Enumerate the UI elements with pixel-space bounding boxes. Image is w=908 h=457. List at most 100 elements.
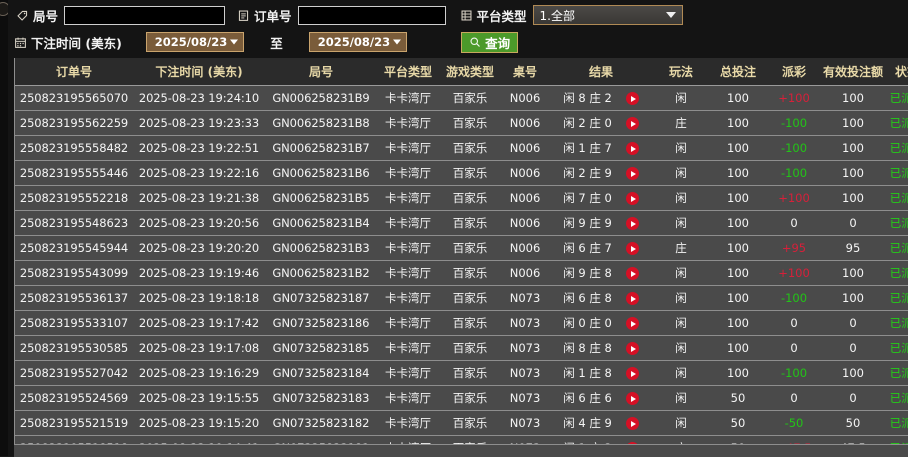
table-row[interactable]: 250823195558482 2025-08-23 19:22:51 GN0062…: [15, 135, 908, 161]
total-bet-cell: 100: [709, 160, 767, 186]
play-type-cell: 闲: [653, 335, 709, 361]
game-type-cell: 百家乐: [439, 385, 501, 411]
col-table-no[interactable]: 桌号: [501, 58, 549, 86]
result-cell: 闲 9 庄 8: [549, 260, 653, 286]
table-row[interactable]: 250823195552218 2025-08-23 19:21:38 GN0062…: [15, 185, 908, 211]
play-video-icon[interactable]: [625, 142, 639, 155]
payout-cell: +100: [767, 85, 821, 111]
col-result[interactable]: 结果: [549, 58, 653, 86]
play-video-icon[interactable]: [625, 267, 639, 280]
chevron-down-icon: [393, 39, 402, 45]
table-row[interactable]: 250823195555446 2025-08-23 19:22:16 GN0062…: [15, 160, 908, 186]
play-video-icon[interactable]: [625, 117, 639, 130]
valid-bet-cell: 50: [821, 410, 885, 436]
search-button[interactable]: 查询: [461, 31, 519, 53]
col-bet-time[interactable]: 下注时间 (美东): [133, 58, 265, 86]
result-text: 闲 1 庄 8: [563, 366, 612, 380]
table-row[interactable]: 250823195548623 2025-08-23 19:20:56 GN0062…: [15, 210, 908, 236]
table-no-cell: N006: [501, 260, 549, 286]
platform-label: 平台类型: [476, 8, 527, 24]
chevron-down-icon: [665, 12, 676, 18]
table-no-cell: N073: [501, 310, 549, 336]
result-cell: 闲 8 庄 8: [549, 335, 653, 361]
round-no-cell: GN006258231B4: [265, 210, 377, 236]
date-from-value: 2025/08/23: [154, 35, 228, 49]
table-no-cell: N006: [501, 85, 549, 111]
platform-select[interactable]: 1.全部: [532, 5, 683, 25]
play-video-icon[interactable]: [625, 342, 639, 355]
order-no-cell: 250823195552218: [15, 185, 133, 211]
orders-table-container[interactable]: 订单号 下注时间 (美东) 局号 平台类型 游戏类型 桌号 结果 玩法 总投注 …: [14, 58, 908, 456]
play-video-icon[interactable]: [625, 192, 639, 205]
game-type-cell: 百家乐: [439, 235, 501, 261]
payout-cell: -100: [767, 135, 821, 161]
col-round-no[interactable]: 局号: [265, 58, 377, 86]
col-game-type[interactable]: 游戏类型: [439, 58, 501, 86]
table-row[interactable]: 250823195530585 2025-08-23 19:17:08 GN0732…: [15, 335, 908, 361]
table-row[interactable]: 250823195536137 2025-08-23 19:18:18 GN0732…: [15, 285, 908, 311]
total-bet-cell: 100: [709, 185, 767, 211]
play-type-cell: 闲: [653, 360, 709, 386]
play-video-icon[interactable]: [625, 417, 639, 430]
col-platform-type[interactable]: 平台类型: [377, 58, 439, 86]
play-type-cell: 庄: [653, 110, 709, 136]
result-cell: 闲 6 庄 8: [549, 285, 653, 311]
order-input[interactable]: [297, 5, 446, 25]
play-video-icon[interactable]: [625, 292, 639, 305]
table-no-cell: N073: [501, 410, 549, 436]
table-row[interactable]: 250823195524569 2025-08-23 19:15:55 GN0732…: [15, 385, 908, 411]
platform-cell: 卡卡湾厅: [377, 210, 439, 236]
platform-cell: 卡卡湾厅: [377, 185, 439, 211]
payout-cell: 0: [767, 335, 821, 361]
table-no-cell: N006: [501, 110, 549, 136]
status-cell: 已派彩: [885, 360, 908, 386]
platform-cell: 卡卡湾厅: [377, 385, 439, 411]
col-status[interactable]: 状态: [885, 58, 908, 86]
game-type-cell: 百家乐: [439, 260, 501, 286]
table-row[interactable]: 250823195562259 2025-08-23 19:23:33 GN0062…: [15, 110, 908, 136]
play-video-icon[interactable]: [625, 217, 639, 230]
col-total-bet[interactable]: 总投注: [709, 58, 767, 86]
game-type-cell: 百家乐: [439, 310, 501, 336]
table-row[interactable]: 250823195545944 2025-08-23 19:20:20 GN0062…: [15, 235, 908, 261]
payout-cell: 0: [767, 310, 821, 336]
col-valid-bet[interactable]: 有效投注额: [821, 58, 885, 86]
play-video-icon[interactable]: [625, 92, 639, 105]
valid-bet-cell: 0: [821, 310, 885, 336]
date-to-picker[interactable]: 2025/08/23: [308, 32, 408, 52]
bettime-label-group: 下注时间 (美东): [14, 33, 122, 52]
game-type-cell: 百家乐: [439, 410, 501, 436]
game-type-cell: 百家乐: [439, 285, 501, 311]
status-cell: 已派彩: [885, 260, 908, 286]
table-row[interactable]: 250823195565070 2025-08-23 19:24:10 GN0062…: [15, 85, 908, 111]
result-text: 闲 2 庄 9: [563, 166, 612, 180]
round-no-cell: GN07325823186: [265, 310, 377, 336]
table-row[interactable]: 250823195521519 2025-08-23 19:15:20 GN0732…: [15, 410, 908, 436]
total-bet-cell: 100: [709, 260, 767, 286]
play-video-icon[interactable]: [625, 367, 639, 380]
date-to-value: 2025/08/23: [317, 35, 391, 49]
play-video-icon[interactable]: [625, 242, 639, 255]
table-row[interactable]: 250823195533107 2025-08-23 19:17:42 GN0732…: [15, 310, 908, 336]
platform-cell: 卡卡湾厅: [377, 160, 439, 186]
col-order-no[interactable]: 订单号: [15, 58, 133, 86]
result-cell: 闲 8 庄 2: [549, 85, 653, 111]
total-bet-cell: 100: [709, 135, 767, 161]
date-from-picker[interactable]: 2025/08/23: [145, 32, 245, 52]
play-video-icon[interactable]: [625, 167, 639, 180]
platform-cell: 卡卡湾厅: [377, 260, 439, 286]
order-no-cell: 250823195543099: [15, 260, 133, 286]
table-row[interactable]: 250823195527042 2025-08-23 19:16:29 GN0732…: [15, 360, 908, 386]
round-no-cell: GN07325823185: [265, 335, 377, 361]
room-input[interactable]: [64, 5, 226, 25]
play-video-icon[interactable]: [625, 317, 639, 330]
valid-bet-cell: 0: [821, 385, 885, 411]
table-row[interactable]: 250823195543099 2025-08-23 19:19:46 GN0062…: [15, 260, 908, 286]
col-play-type[interactable]: 玩法: [653, 58, 709, 86]
bet-time-cell: 2025-08-23 19:23:33: [133, 110, 265, 136]
col-payout[interactable]: 派彩: [767, 58, 821, 86]
total-bet-cell: 50: [709, 385, 767, 411]
result-cell: 闲 6 庄 6: [549, 385, 653, 411]
valid-bet-cell: 100: [821, 85, 885, 111]
play-video-icon[interactable]: [625, 392, 639, 405]
